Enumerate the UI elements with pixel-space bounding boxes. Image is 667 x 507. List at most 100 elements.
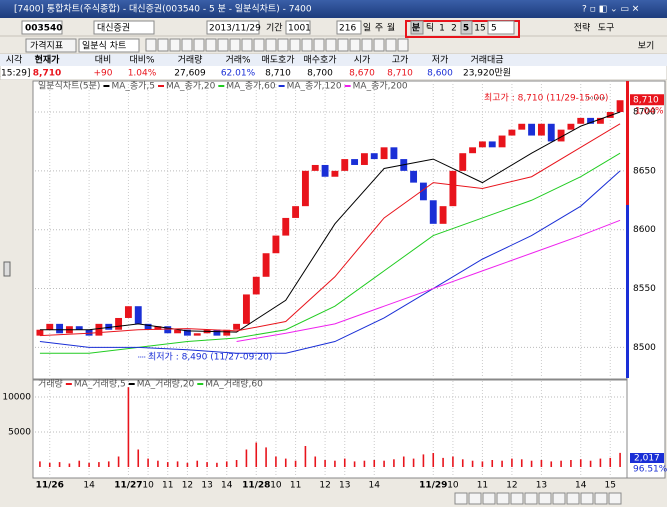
name-field[interactable]: [93, 20, 155, 35]
tool-icon[interactable]: [157, 38, 169, 52]
candle: [164, 326, 172, 334]
candle: [56, 323, 64, 334]
chart-kind[interactable]: 일분식 차트: [82, 40, 126, 52]
volume-bar: [284, 458, 287, 467]
legend-item: MA_종가,20: [166, 81, 216, 92]
nav-button[interactable]: [608, 492, 622, 505]
nav-button[interactable]: [538, 492, 552, 505]
tool-icon[interactable]: [265, 38, 277, 52]
count-input[interactable]: [336, 20, 362, 35]
volume-bar: [324, 460, 326, 467]
candle: [321, 164, 329, 177]
tool-icon[interactable]: [397, 38, 409, 52]
volume-bar: [373, 460, 376, 467]
tool-icon[interactable]: [241, 38, 253, 52]
nav-button[interactable]: [566, 492, 580, 505]
volume-pct: 96.51%: [633, 465, 667, 475]
candle: [537, 123, 545, 136]
volume-bar: [422, 454, 425, 467]
tool-icon[interactable]: [289, 38, 301, 52]
tool-icon[interactable]: [169, 38, 181, 52]
stock-name: 대신증권: [97, 22, 130, 34]
x-tick-label: 10: [447, 481, 459, 491]
volume-bar: [540, 460, 543, 467]
volume-bar: [225, 461, 228, 467]
candle: [596, 117, 604, 124]
window-controls[interactable]: ? ▫ ◧ ⌄ ▭ ✕: [582, 5, 639, 15]
info-header: 대비%: [129, 55, 155, 66]
period-button[interactable]: 틱: [426, 22, 434, 34]
interval-value[interactable]: 5: [491, 24, 497, 34]
pressed-button[interactable]: [460, 20, 473, 35]
nav-button[interactable]: [594, 492, 608, 505]
nav-button[interactable]: [468, 492, 482, 505]
candle: [370, 153, 378, 160]
candle: [213, 329, 221, 336]
tool-icon[interactable]: [349, 38, 361, 52]
view-button[interactable]: 보기: [638, 41, 655, 52]
candle: [360, 153, 368, 165]
tool-icon[interactable]: [145, 38, 157, 52]
side-handle[interactable]: [3, 261, 11, 277]
tool-icon[interactable]: [313, 38, 325, 52]
info-header: 매도호가: [261, 55, 294, 66]
candle: [351, 159, 359, 165]
ma-line: [39, 123, 621, 337]
indicator-button[interactable]: [25, 38, 77, 53]
interval-button[interactable]: 5: [463, 24, 469, 34]
nav-button[interactable]: [454, 492, 468, 505]
period-button[interactable]: 분: [412, 23, 420, 34]
tool-icon[interactable]: [181, 38, 193, 52]
indicator[interactable]: 가격지표: [30, 40, 63, 52]
pressed-button[interactable]: [410, 20, 424, 35]
tool-icon[interactable]: [385, 38, 397, 52]
volume-bar: [363, 460, 366, 467]
x-tick-label: 13: [536, 481, 547, 491]
volume-bar: [265, 447, 267, 467]
volume-bar: [619, 452, 621, 467]
legend-item: MA_종가,120: [287, 81, 342, 92]
code-input[interactable]: [21, 20, 63, 35]
nav-button[interactable]: [524, 492, 538, 505]
x-tick-label: 15: [605, 481, 616, 491]
tool-icon[interactable]: [301, 38, 313, 52]
period-button[interactable]: 일: [363, 23, 371, 34]
tool-icon[interactable]: [361, 38, 373, 52]
tool-icon[interactable]: [229, 38, 241, 52]
nav-button[interactable]: [580, 492, 594, 505]
tool-icon[interactable]: [193, 38, 205, 52]
interval-input[interactable]: [487, 20, 515, 35]
tool-icon[interactable]: [217, 38, 229, 52]
volume-bar: [78, 460, 81, 467]
nav-button[interactable]: [510, 492, 524, 505]
interval-button[interactable]: 15: [474, 24, 485, 34]
candle: [518, 123, 526, 130]
nav-button[interactable]: [482, 492, 496, 505]
x-tick-label: 10: [142, 481, 154, 491]
nav-button[interactable]: [552, 492, 566, 505]
tool-icon[interactable]: [337, 38, 349, 52]
nav-button[interactable]: [496, 492, 510, 505]
date-input[interactable]: [206, 20, 260, 35]
volume-bar: [98, 462, 100, 467]
period-button[interactable]: 월: [387, 22, 395, 34]
toolbar-button[interactable]: 도구: [598, 23, 615, 34]
period-label: 기간: [266, 23, 283, 34]
chart-kind-select[interactable]: [78, 38, 140, 53]
legend-item: MA_종가,200: [353, 81, 408, 92]
volume-bar: [560, 460, 562, 467]
interval-button[interactable]: 1: [439, 24, 445, 34]
toolbar-button[interactable]: 전략: [574, 22, 591, 34]
x-tick-label: 11: [162, 481, 173, 491]
tool-icon[interactable]: [205, 38, 217, 52]
info-value: 8,670: [349, 69, 375, 79]
tool-icon[interactable]: [373, 38, 385, 52]
tool-icon[interactable]: [325, 38, 337, 52]
candle: [174, 329, 182, 334]
tool-icon[interactable]: [277, 38, 289, 52]
period-input[interactable]: [285, 20, 311, 35]
interval-button[interactable]: 2: [451, 24, 457, 34]
candle: [193, 333, 201, 336]
tool-icon[interactable]: [253, 38, 265, 52]
period-button[interactable]: 주: [375, 23, 383, 34]
